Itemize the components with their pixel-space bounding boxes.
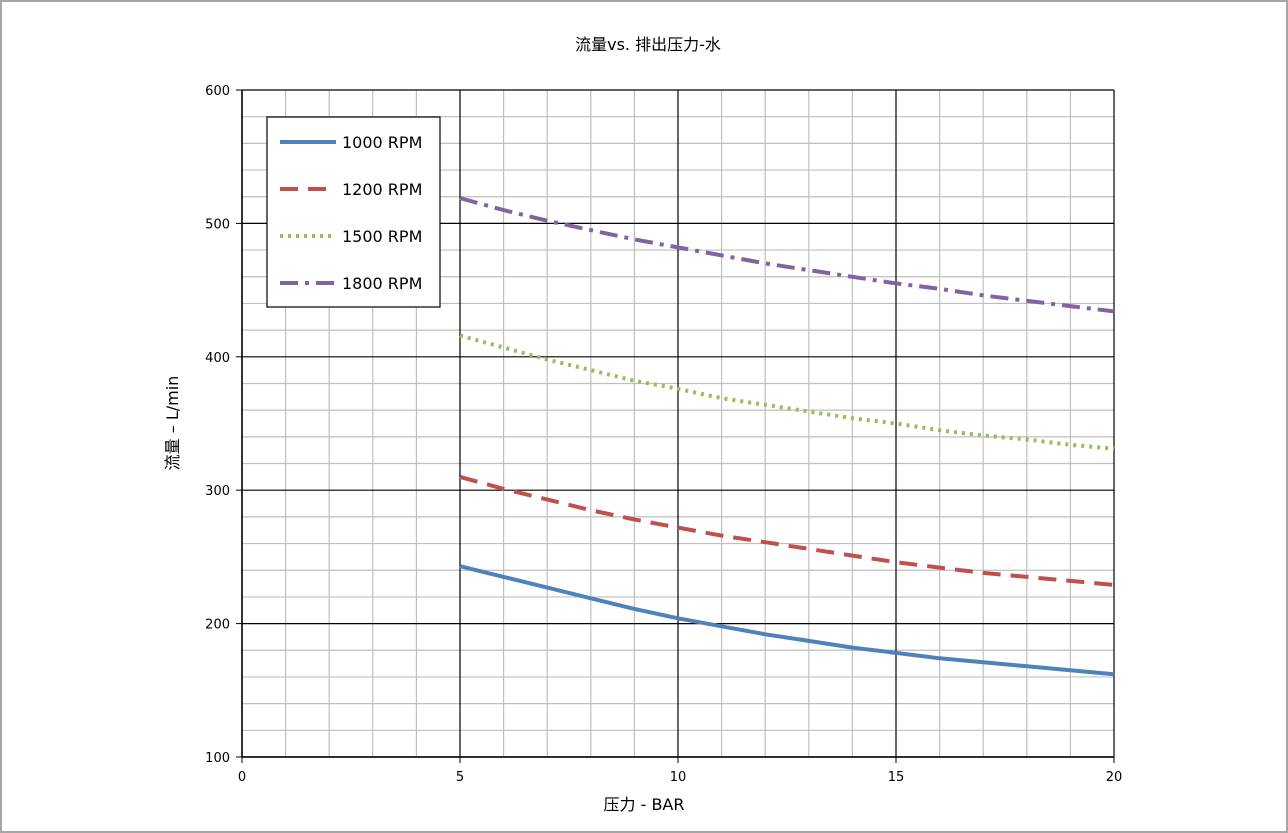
legend-label: 1200 RPM [342, 180, 422, 199]
x-tick-label: 5 [456, 770, 464, 785]
legend-label: 1000 RPM [342, 133, 422, 152]
plot-area: 0 5 10 15 20 100 200 300 400 500 600 [205, 84, 1122, 785]
x-axis-label: 压力 - BAR [604, 795, 685, 814]
legend-box [266, 116, 441, 308]
legend-label: 1500 RPM [342, 227, 422, 246]
y-axis-label: 流量 – L/min [163, 376, 182, 471]
x-tick-label: 15 [888, 770, 905, 785]
x-tick-label: 20 [1106, 770, 1123, 785]
series-line-1000-rpm [459, 564, 1115, 677]
legend: 1000 RPM 1200 RPM 1500 RPM 1800 RPM [266, 116, 441, 308]
y-tick-label: 600 [205, 84, 230, 99]
y-tick-label: 500 [205, 217, 230, 232]
legend-label: 1800 RPM [342, 274, 422, 293]
y-tick-label: 400 [205, 351, 230, 366]
series-line-1800-rpm [459, 196, 1115, 314]
y-tick-label: 100 [205, 751, 230, 766]
x-tick-label: 0 [238, 770, 246, 785]
y-tick-label: 300 [205, 484, 230, 499]
series-line-1200-rpm [459, 474, 1115, 587]
x-tick-label: 10 [670, 770, 687, 785]
chart-title: 流量vs. 排出压力-水 [575, 35, 721, 54]
series-line-1500-rpm [459, 333, 1115, 451]
y-tick-label: 200 [205, 618, 230, 633]
